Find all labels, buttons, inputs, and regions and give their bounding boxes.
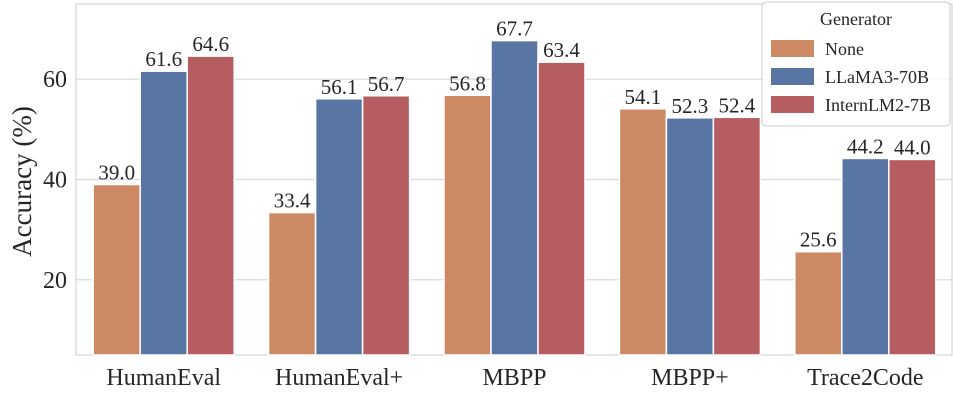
legend-box [761,1,951,127]
bar-internlm2-7b-3 [712,116,762,356]
bar-llama3-70b-2 [490,39,539,356]
legend-label: LLaMA3-70B [825,67,929,87]
data-label: 63.4 [543,38,580,62]
bar-none-4 [794,250,843,356]
data-label: 52.3 [672,94,709,118]
bar-internlm2-7b-4 [888,158,937,356]
x-tick-label: HumanEval+ [275,365,403,388]
y-tick-label: 60 [43,67,67,93]
data-label: 39.0 [98,161,135,185]
data-label: 44.2 [847,134,884,158]
y-axis-title: Accuracy (%) [7,106,37,257]
data-label: 56.8 [449,71,486,95]
y-tick-label: 20 [43,268,67,294]
data-label: 61.6 [145,47,182,71]
bar-internlm2-7b-2 [537,61,586,356]
legend-label: None [825,39,864,59]
bar-llama3-70b-0 [139,70,188,356]
x-tick-label: Trace2Code [807,365,923,388]
x-tick-label: MBPP+ [651,365,729,388]
data-label: 52.4 [719,93,756,117]
x-tick-label: HumanEval [106,365,221,388]
bar-internlm2-7b-1 [361,95,411,356]
legend-title: Generator [820,9,892,29]
bar-none-1 [267,211,317,356]
bar-internlm2-7b-0 [186,55,235,356]
data-label: 67.7 [496,17,533,41]
bar-llama3-70b-1 [314,98,364,356]
data-label: 25.6 [800,228,837,252]
legend-swatch [771,40,814,57]
bar-none-2 [443,94,492,356]
data-label: 33.4 [274,189,311,213]
bar-none-3 [618,108,668,356]
data-label: 54.1 [625,85,662,109]
data-label: 56.1 [321,75,358,99]
bar-llama3-70b-3 [665,117,715,356]
data-label: 56.7 [368,72,405,96]
legend: Generator None LLaMA3-70B InternLM2-7B [761,1,951,127]
legend-swatch [771,68,814,85]
x-tick-label: MBPP [482,365,546,388]
data-label: 64.6 [192,32,229,56]
bar-none-0 [92,183,141,356]
data-label: 44.0 [894,135,931,159]
bar-llama3-70b-4 [841,157,890,356]
legend-swatch [771,96,814,113]
legend-label: InternLM2-7B [825,95,931,115]
y-tick-label: 40 [43,168,67,194]
